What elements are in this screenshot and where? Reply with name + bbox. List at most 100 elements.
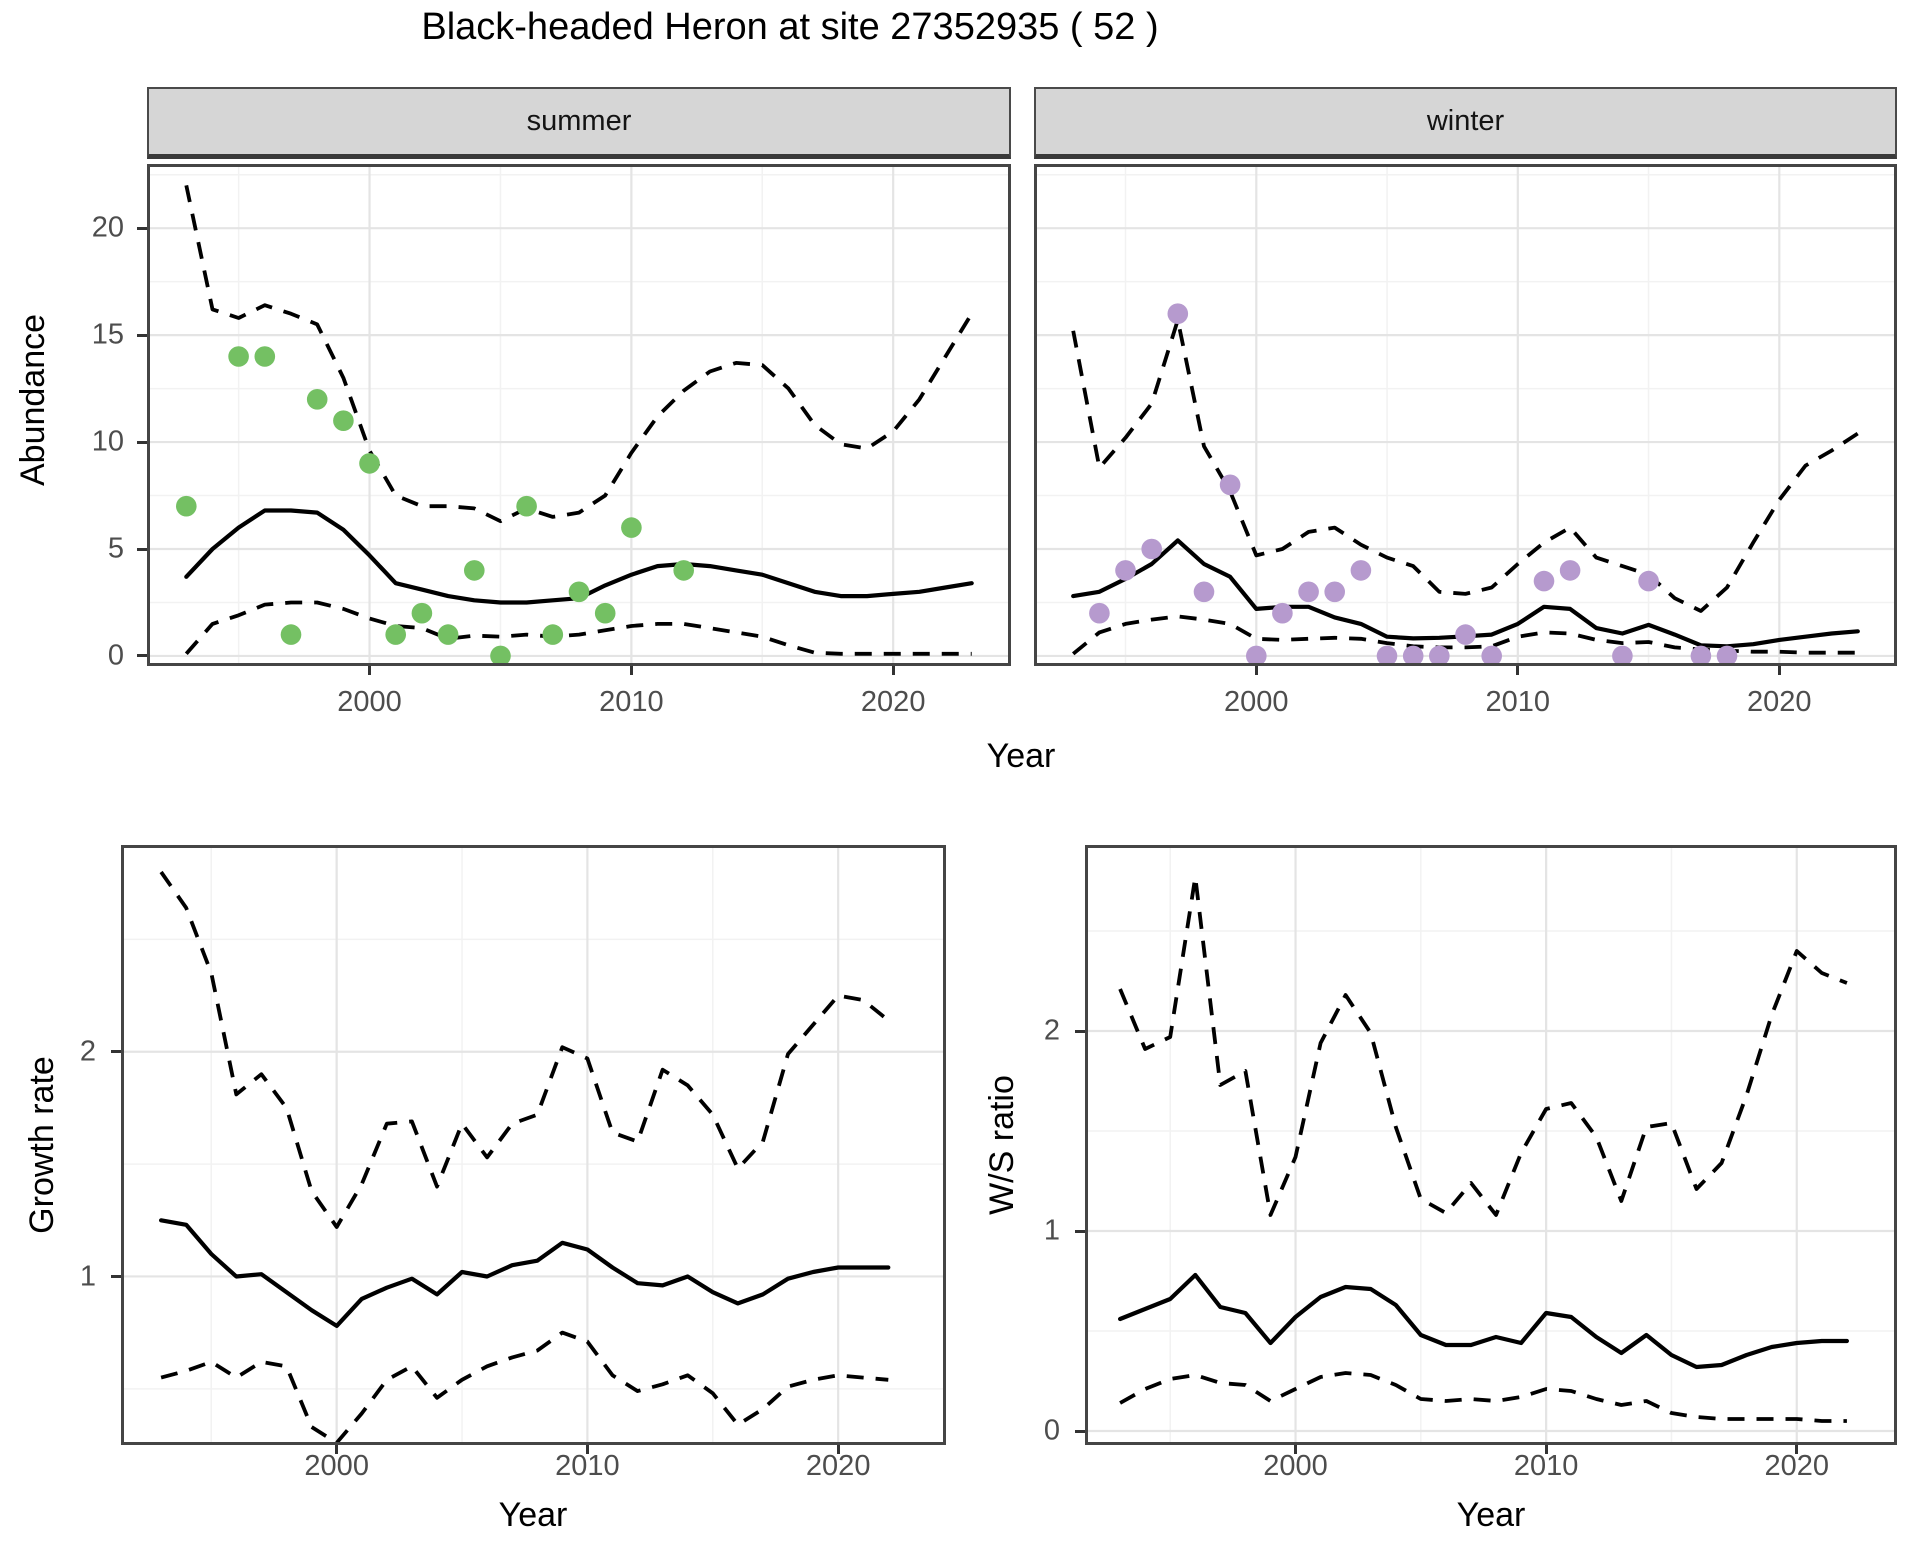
- median-line-growth: [159, 1218, 891, 1328]
- data-point-winter: [1246, 645, 1267, 666]
- data-point-winter: [1481, 645, 1502, 666]
- y-tick-mark: [137, 333, 147, 337]
- data-point-winter: [1167, 303, 1189, 324]
- data-point-winter: [1559, 560, 1581, 581]
- x-axis-title-year-growth: Year: [498, 1496, 568, 1534]
- y-axis-title-ws-ratio: W/S ratio: [983, 1075, 1021, 1215]
- x-tick-label: 2000: [1224, 686, 1289, 718]
- y-tick-mark: [1075, 1229, 1085, 1233]
- data-point-winter: [1219, 474, 1241, 496]
- x-tick-mark: [1516, 666, 1520, 675]
- data-point-summer: [228, 346, 249, 367]
- y-tick-mark: [1075, 1029, 1085, 1033]
- panel-border-growth: [121, 845, 946, 1445]
- lower-ci-line-growth: [160, 1330, 889, 1445]
- y-tick-label: 2: [1043, 1014, 1060, 1047]
- data-point-summer: [411, 602, 433, 624]
- upper-ci-line-ws: [1118, 875, 1848, 1217]
- y-tick-mark: [137, 547, 147, 551]
- facet-strip-winter-label: winter: [1426, 105, 1505, 137]
- y-tick-label: 15: [91, 318, 124, 351]
- x-tick-label: 2020: [1747, 686, 1812, 718]
- median-line-ws: [1118, 1272, 1849, 1370]
- panel-border-winter: [1034, 164, 1897, 666]
- x-tick-label: 2020: [860, 686, 926, 718]
- data-point-winter: [1298, 581, 1319, 603]
- data-point-summer: [621, 517, 642, 538]
- data-point-winter: [1716, 645, 1738, 666]
- data-point-summer: [385, 624, 406, 645]
- x-axis-title-year-ws: Year: [1456, 1496, 1526, 1534]
- x-tick-mark: [368, 666, 371, 675]
- upper-ci-line-summer: [184, 185, 974, 524]
- x-tick-label: 2020: [805, 1450, 871, 1482]
- facet-strip-summer-label: summer: [526, 105, 632, 137]
- y-tick-mark: [111, 1275, 121, 1278]
- y-tick-mark: [111, 1050, 121, 1054]
- y-tick-label: 10: [91, 425, 124, 458]
- y-tick-label: 2: [79, 1035, 96, 1068]
- data-point-winter: [1324, 581, 1345, 603]
- data-point-winter: [1272, 602, 1293, 624]
- y-tick-label: 1: [79, 1260, 96, 1292]
- data-point-summer: [359, 453, 380, 474]
- data-point-summer: [490, 645, 511, 666]
- data-point-summer: [568, 581, 590, 603]
- x-tick-mark: [1777, 666, 1781, 675]
- data-point-winter: [1638, 570, 1659, 592]
- data-point-winter: [1612, 645, 1633, 666]
- x-tick-label: 2020: [1764, 1450, 1830, 1482]
- data-point-summer: [542, 624, 564, 645]
- data-point-winter: [1402, 645, 1424, 666]
- y-tick-label: 20: [91, 211, 124, 244]
- x-tick-mark: [1795, 1445, 1799, 1454]
- y-tick-mark: [1075, 1429, 1085, 1433]
- facet-strip-winter: winter: [1034, 87, 1897, 159]
- data-point-winter: [1429, 645, 1450, 666]
- x-axis-title-year-top: Year: [986, 737, 1056, 775]
- x-tick-label: 2010: [1513, 1450, 1579, 1482]
- data-point-summer: [594, 602, 616, 624]
- x-tick-mark: [629, 666, 633, 675]
- x-tick-mark: [585, 1445, 589, 1454]
- x-tick-mark: [1294, 1445, 1297, 1454]
- y-axis-title-growth-rate: Growth rate: [23, 1056, 61, 1234]
- data-point-winter: [1533, 570, 1555, 592]
- x-tick-mark: [1544, 1445, 1548, 1454]
- upper-ci-line-winter: [1071, 318, 1859, 613]
- data-point-summer: [437, 624, 459, 645]
- panel-growth: [121, 845, 946, 1445]
- data-point-summer: [280, 624, 302, 645]
- x-tick-mark: [1254, 666, 1258, 675]
- data-point-winter: [1455, 624, 1476, 645]
- panel-border-summer: [147, 164, 1011, 666]
- y-tick-label: 0: [107, 639, 124, 672]
- data-point-winter: [1350, 560, 1372, 581]
- y-tick-mark: [137, 226, 147, 230]
- lower-ci-line-summer: [184, 600, 972, 656]
- x-tick-label: 2010: [1485, 686, 1551, 718]
- chart-title: Black-headed Heron at site 27352935 ( 52…: [421, 6, 1159, 48]
- data-point-winter: [1193, 581, 1215, 603]
- x-tick-mark: [335, 1445, 339, 1454]
- x-tick-label: 2000: [1263, 1450, 1328, 1482]
- data-point-winter: [1690, 645, 1712, 666]
- data-point-summer: [306, 389, 328, 410]
- y-tick-label: 0: [1043, 1414, 1060, 1447]
- data-point-summer: [464, 560, 485, 581]
- y-axis-title-abundance: Abundance: [14, 313, 52, 487]
- data-point-winter: [1141, 538, 1162, 560]
- y-tick-label: 1: [1043, 1214, 1060, 1247]
- panel-ws: [1085, 845, 1897, 1445]
- x-tick-mark: [891, 666, 895, 675]
- upper-ci-line-growth: [159, 870, 890, 1229]
- data-point-summer: [176, 495, 197, 517]
- data-point-summer: [254, 346, 276, 367]
- data-point-summer: [516, 495, 537, 517]
- data-point-winter: [1376, 645, 1398, 666]
- panel-summer: [147, 164, 1011, 666]
- y-tick-mark: [137, 440, 147, 444]
- panel-winter: [1034, 164, 1897, 666]
- data-point-summer: [333, 410, 354, 431]
